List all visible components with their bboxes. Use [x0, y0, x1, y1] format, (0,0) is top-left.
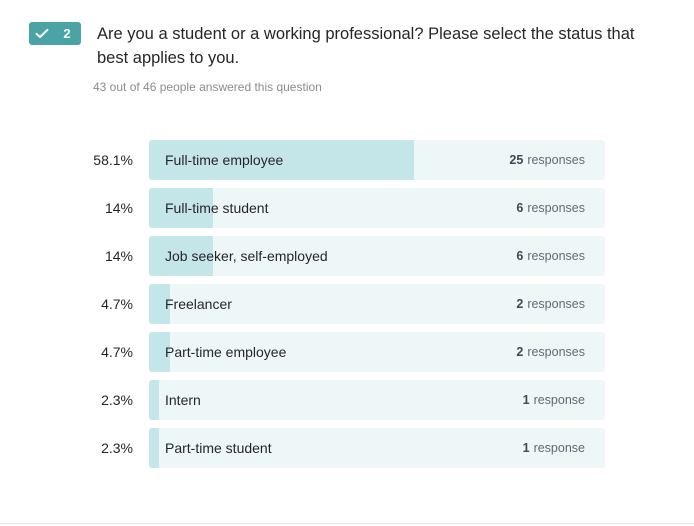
- response-count-number: 2: [516, 345, 524, 359]
- question-title: Are you a student or a working professio…: [97, 25, 635, 67]
- response-count: 2 responses: [516, 332, 585, 372]
- option-label: Part-time student: [165, 440, 272, 456]
- option-label: Intern: [165, 392, 201, 408]
- bar-track: Part-time employee 2 responses: [149, 332, 605, 372]
- response-row: 2.3% Intern 1 response: [0, 380, 694, 420]
- response-row: 58.1% Full-time employee 25 responses: [0, 140, 694, 180]
- response-row: 4.7% Part-time employee 2 responses: [0, 332, 694, 372]
- response-row: 4.7% Freelancer 2 responses: [0, 284, 694, 324]
- bar-fill: [149, 140, 414, 180]
- bar-track: Full-time employee 25 responses: [149, 140, 605, 180]
- response-count-unit: responses: [527, 345, 585, 359]
- response-count-unit: responses: [527, 297, 585, 311]
- response-count: 1 response: [523, 380, 585, 420]
- percent-label: 14%: [104, 200, 133, 216]
- response-count-unit: response: [533, 441, 585, 455]
- percent-label: 14%: [104, 248, 133, 264]
- response-row: 14% Job seeker, self-employed 6 responses: [0, 236, 694, 276]
- response-count: 1 response: [523, 428, 585, 468]
- option-label: Part-time employee: [165, 344, 287, 360]
- bar-fill: [149, 428, 159, 468]
- bar-track: Job seeker, self-employed 6 responses: [149, 236, 605, 276]
- response-row: 14% Full-time student 6 responses: [0, 188, 694, 228]
- percent-label: 4.7%: [101, 296, 133, 312]
- response-count-number: 6: [516, 249, 524, 263]
- response-count: 25 responses: [509, 140, 585, 180]
- percent-label: 2.3%: [101, 440, 133, 456]
- response-count-unit: responses: [527, 153, 585, 167]
- response-count-unit: responses: [527, 249, 585, 263]
- bar-fill: [149, 284, 170, 324]
- response-count-number: 6: [516, 201, 524, 215]
- response-count-number: 2: [516, 297, 524, 311]
- response-row: 2.3% Part-time student 1 response: [0, 428, 694, 468]
- response-count-unit: responses: [527, 201, 585, 215]
- check-icon: [29, 28, 55, 39]
- response-count-number: 1: [522, 441, 530, 455]
- response-count: 6 responses: [516, 188, 585, 228]
- response-count-number: 25: [509, 153, 524, 167]
- bar-track: Freelancer 2 responses: [149, 284, 605, 324]
- bar-fill: [149, 332, 170, 372]
- answered-summary: 43 out of 46 people answered this questi…: [93, 80, 322, 94]
- bar-track: Part-time student 1 response: [149, 428, 605, 468]
- percent-label: 58.1%: [93, 152, 133, 168]
- response-count-unit: response: [533, 393, 585, 407]
- option-label: Full-time student: [165, 200, 269, 216]
- option-label: Freelancer: [165, 296, 232, 312]
- bottom-divider: [0, 523, 694, 524]
- response-count: 2 responses: [516, 284, 585, 324]
- bar-track: Full-time student 6 responses: [149, 188, 605, 228]
- response-count: 6 responses: [516, 236, 585, 276]
- percent-label: 2.3%: [101, 392, 133, 408]
- response-count-number: 1: [522, 393, 530, 407]
- bar-fill: [149, 188, 213, 228]
- option-label: Full-time employee: [165, 152, 284, 168]
- bar-fill: [149, 380, 159, 420]
- bar-track: Intern 1 response: [149, 380, 605, 420]
- percent-label: 4.7%: [101, 344, 133, 360]
- option-label: Job seeker, self-employed: [165, 248, 328, 264]
- question-number-badge: 2: [29, 22, 81, 45]
- question-number: 2: [63, 26, 71, 41]
- bar-fill: [149, 236, 213, 276]
